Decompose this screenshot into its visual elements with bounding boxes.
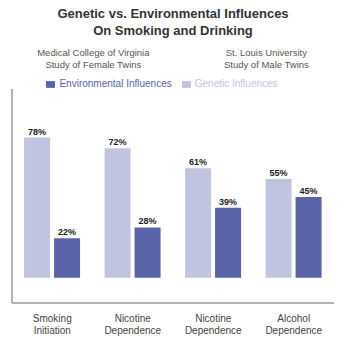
svg-text:39%: 39% [219,197,237,207]
svg-text:AlcoholDependence: AlcoholDependence [265,313,322,336]
svg-text:22%: 22% [58,227,76,237]
svg-text:NicotineDependence: NicotineDependence [104,313,161,336]
svg-text:72%: 72% [109,137,127,147]
html-text:Medical College of Virginia St: Medical College of Virginia Study of Fem… [37,47,150,70]
html-text:On Smoking and Drinking: On Smoking and Drinking [93,23,253,38]
html-text:Genetic Influences: Genetic Influences [194,78,278,89]
svg-text:SmokingInitiation: SmokingInitiation [33,313,72,336]
html-text:Environmental Influences: Environmental Influences [59,78,172,89]
svg-text:NicotineDependence: NicotineDependence [185,313,242,336]
svg-text:78%: 78% [28,127,46,137]
html-text:St. Louis University Study of: St. Louis University Study of Male Twins [223,47,309,70]
svg-text:28%: 28% [139,216,157,226]
svg-text:45%: 45% [300,186,318,196]
svg-text:55%: 55% [270,168,288,178]
svg-text:61%: 61% [189,157,207,167]
html-text:Genetic vs. Environmental Infl: Genetic vs. Environmental Influences [57,6,289,21]
